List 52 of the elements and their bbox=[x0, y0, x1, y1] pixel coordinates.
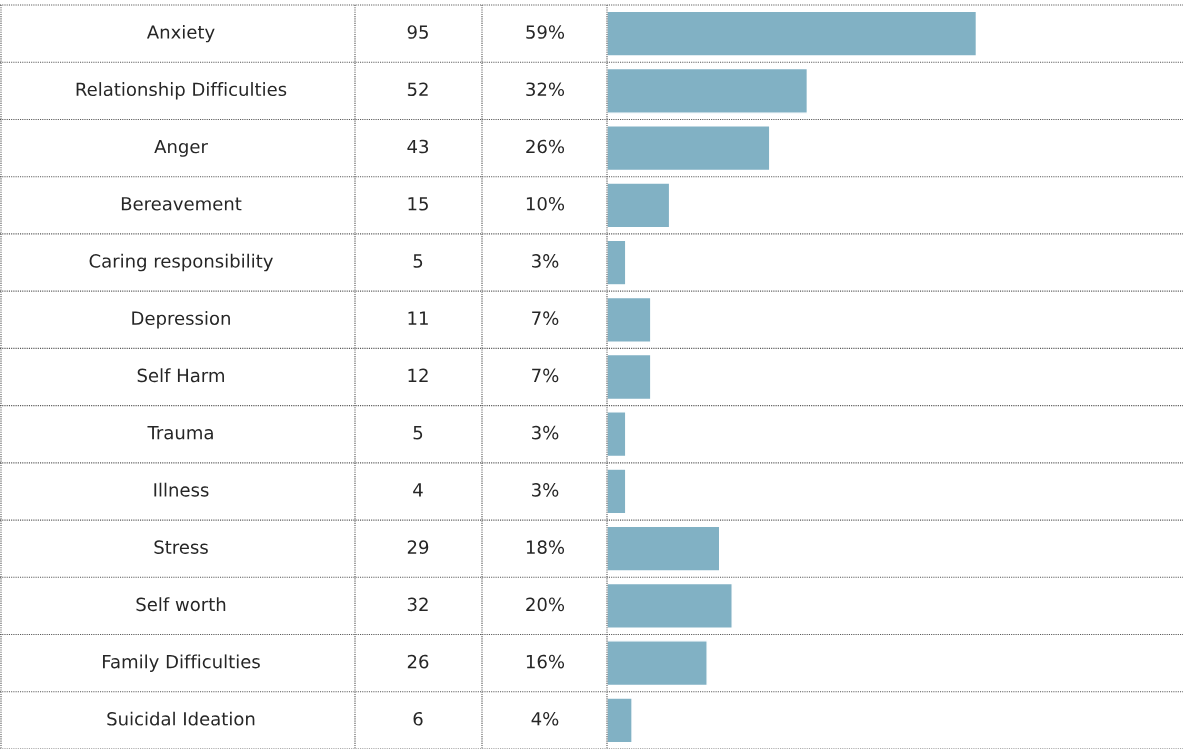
bar bbox=[607, 582, 733, 629]
data-label: 3% bbox=[532, 483, 559, 497]
data-label: 4% bbox=[531, 711, 559, 726]
text: 5 bbox=[413, 426, 423, 440]
text: 52 bbox=[407, 82, 428, 97]
bar bbox=[607, 67, 809, 114]
y-tick-label: Caring responsibility bbox=[89, 253, 273, 272]
bar bbox=[607, 239, 627, 286]
y-tick-label: Anxiety bbox=[146, 24, 215, 43]
y-tick-label: Relationship Difficulties bbox=[76, 82, 287, 100]
bar bbox=[607, 353, 652, 401]
bar bbox=[607, 296, 652, 343]
text: 43 bbox=[407, 139, 429, 154]
bar bbox=[607, 640, 708, 687]
text: 11 bbox=[408, 311, 428, 325]
y-tick-label: Depression bbox=[132, 311, 230, 329]
text: 15 bbox=[408, 197, 428, 211]
text: 26 bbox=[407, 654, 429, 669]
y-tick-label: Self worth bbox=[136, 597, 226, 612]
data-label: 32% bbox=[526, 82, 565, 97]
text: 5 bbox=[413, 254, 423, 268]
bar bbox=[607, 697, 633, 744]
y-tick-label: Anger bbox=[154, 139, 208, 157]
y-tick-label: Suicidal Ideation bbox=[107, 711, 255, 726]
data-label: 7% bbox=[532, 368, 559, 383]
bar bbox=[607, 411, 627, 458]
bar bbox=[607, 10, 978, 57]
y-tick-label: Illness bbox=[154, 482, 209, 497]
bar bbox=[607, 525, 721, 572]
y-tick-label: Family Difficulties bbox=[103, 654, 260, 672]
data-label: 16% bbox=[526, 654, 565, 669]
text: 29 bbox=[407, 540, 429, 554]
data-label: 3% bbox=[532, 425, 559, 440]
text: 95 bbox=[407, 25, 428, 39]
text: 6 bbox=[413, 711, 423, 726]
y-tick-label: Trauma bbox=[147, 426, 213, 440]
data-label: 10% bbox=[526, 196, 565, 211]
bar bbox=[607, 125, 771, 172]
data-label: 26% bbox=[526, 139, 565, 154]
y-tick-label: Stress bbox=[154, 540, 208, 554]
bar bbox=[607, 182, 671, 229]
bar bbox=[607, 468, 627, 515]
data-label: 3% bbox=[532, 254, 559, 268]
y-tick-label: Self Harm bbox=[137, 368, 224, 383]
y-tick-label: Bereavement bbox=[121, 197, 242, 211]
data-label: 20% bbox=[526, 597, 565, 612]
text: 12 bbox=[408, 368, 428, 382]
text: 32 bbox=[407, 597, 428, 612]
data-label: 7% bbox=[532, 311, 559, 326]
data-label: 59% bbox=[526, 25, 565, 39]
text: 4 bbox=[413, 483, 423, 497]
data-label: 18% bbox=[526, 540, 565, 554]
